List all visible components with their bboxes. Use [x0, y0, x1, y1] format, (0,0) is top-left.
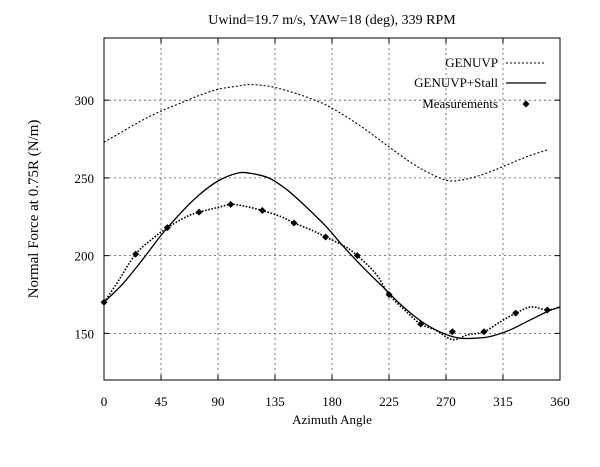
- y-tick-label: 150: [75, 326, 95, 341]
- x-axis-ticks: 0 45 90 135 180 225 270 315 360: [101, 38, 570, 409]
- series-line: [103, 171, 561, 340]
- y-tick-label: 200: [75, 249, 95, 264]
- x-tick-label: 90: [212, 394, 225, 409]
- series-measurements: [100, 200, 561, 341]
- x-tick-label: 225: [379, 394, 399, 409]
- data-point-marker: [258, 207, 266, 215]
- x-axis-label: Azimuth Angle: [292, 412, 372, 427]
- y-tick-label: 250: [75, 171, 95, 186]
- legend-label: GENUVP+Stall: [414, 75, 498, 90]
- series-layer: [100, 84, 561, 341]
- data-point-marker: [195, 208, 203, 216]
- legend: GENUVP GENUVP+Stall Measurements: [414, 55, 546, 111]
- series-genuvp-stall: [103, 171, 561, 340]
- data-point-marker: [385, 291, 393, 298]
- legend-swatch: [522, 100, 530, 108]
- data-point-marker: [480, 328, 488, 336]
- chart-title: Uwind=19.7 m/s, YAW=18 (deg), 339 RPM: [208, 13, 456, 28]
- grid-lines: [104, 38, 560, 380]
- x-tick-label: 0: [101, 394, 108, 409]
- y-tick-label: 300: [75, 93, 95, 108]
- x-tick-label: 315: [493, 394, 513, 409]
- legend-label: GENUVP: [445, 55, 498, 70]
- data-point-marker: [448, 328, 456, 336]
- data-point-marker: [132, 250, 140, 258]
- data-point-marker: [353, 252, 361, 260]
- y-axis-label: Normal Force at 0.75R (N/m): [26, 120, 42, 299]
- data-point-marker: [163, 224, 171, 232]
- x-tick-label: 180: [322, 394, 342, 409]
- data-point-marker: [512, 309, 520, 317]
- x-tick-label: 135: [265, 394, 285, 409]
- data-point-marker: [417, 320, 425, 328]
- legend-label: Measurements: [422, 96, 498, 111]
- data-point-marker: [322, 233, 330, 241]
- data-point-marker: [543, 306, 551, 314]
- data-point-marker: [290, 219, 298, 227]
- series-genuvp: [103, 84, 548, 182]
- data-point-marker: [227, 200, 235, 208]
- x-tick-label: 270: [436, 394, 456, 409]
- series-line: [103, 84, 548, 182]
- x-tick-label: 45: [155, 394, 168, 409]
- y-axis-ticks: 150 200 250 300: [75, 93, 560, 341]
- x-tick-label: 360: [550, 394, 570, 409]
